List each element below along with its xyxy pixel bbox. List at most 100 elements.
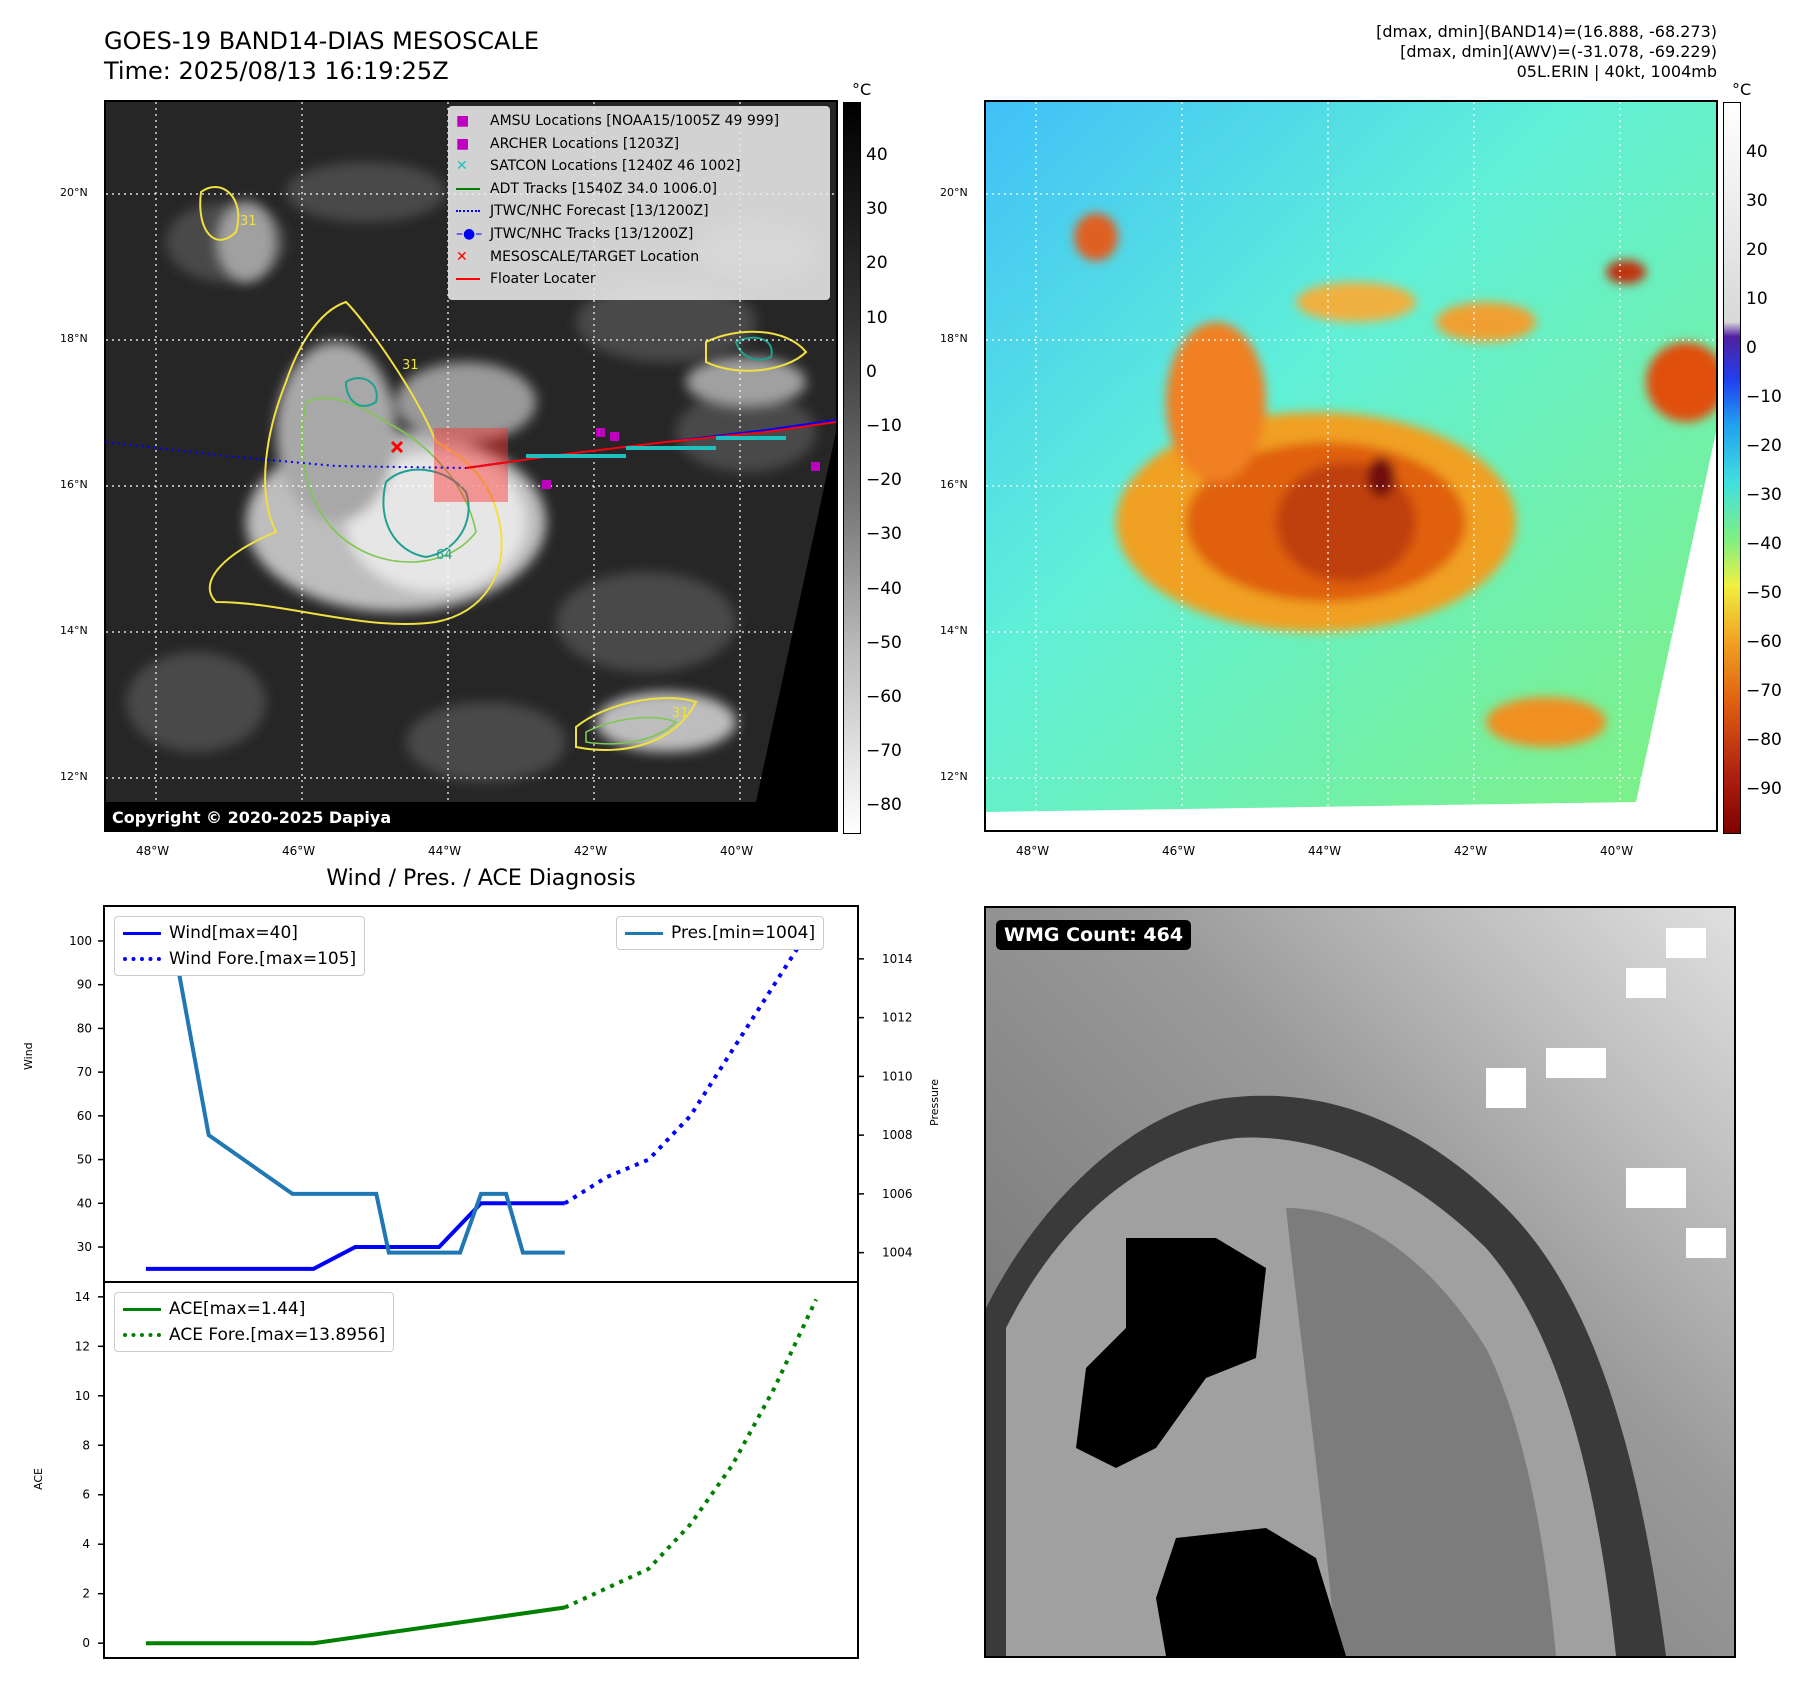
contour-label: 31 <box>402 358 419 373</box>
ace-tick-label: 6 <box>82 1488 90 1502</box>
colorbar-tick-label: 0 <box>1746 338 1757 358</box>
storm-info: [dmax, dmin](BAND14)=(16.888, -68.273) [… <box>1376 22 1717 82</box>
wind-series-line <box>145 1201 565 1271</box>
amsu-archer-points <box>542 428 820 489</box>
legend-ace: ACE[max=1.44] <box>123 1296 385 1322</box>
floater-locater-line <box>465 421 836 469</box>
colorbar-tick-label: 10 <box>1746 289 1768 309</box>
lat-label: 16°N <box>940 478 968 491</box>
wmg-inner-band <box>1286 1208 1556 1656</box>
wind-tick-label: 60 <box>77 1109 92 1123</box>
forecast-track <box>106 441 467 469</box>
colorbar-tick-label: 20 <box>866 253 888 274</box>
ace-tick-label: 0 <box>82 1636 90 1650</box>
colorbar-tick-label: 0 <box>866 361 877 382</box>
color-map-panel <box>984 100 1718 832</box>
legend-wind: Wind[max=40] <box>123 920 356 946</box>
info-awv-range: [dmax, dmin](AWV)=(-31.078, -69.229) <box>1400 42 1717 61</box>
contour-31-lines <box>199 186 808 751</box>
mesoscale-x-marker <box>390 440 404 454</box>
colorbar-tick-label: −60 <box>1746 632 1782 652</box>
lon-label: 40°W <box>1600 844 1634 858</box>
lat-label: 14°N <box>60 624 88 637</box>
legend-item-jtwc: –●– JTWC/NHC Tracks [13/1200Z] <box>456 225 694 242</box>
pressure-tick-label: 1008 <box>882 1128 913 1142</box>
colorbar-rainbow <box>1723 102 1741 834</box>
legend-item-target: ✕ MESOSCALE/TARGET Location <box>456 248 700 265</box>
lat-label: 14°N <box>940 624 968 637</box>
wind-tick-label: 90 <box>77 978 92 992</box>
pressure-tick-label: 1004 <box>882 1246 913 1260</box>
copyright-badge: Copyright © 2020-2025 Dapiya <box>106 805 398 830</box>
colorbar-tick-label: −10 <box>866 416 902 436</box>
colorbar-tick-label: −50 <box>1746 583 1782 603</box>
color-map-canvas <box>986 102 1716 830</box>
lat-label: 18°N <box>940 332 968 345</box>
ace-tick-label: 8 <box>82 1438 90 1452</box>
contour-label: 64 <box>436 548 453 563</box>
ace-series-line <box>145 1605 566 1646</box>
legend-item-forecast: JTWC/NHC Forecast [13/1200Z] <box>456 200 830 223</box>
satcon-points <box>526 436 786 458</box>
lat-label: 16°N <box>60 478 88 491</box>
colorbar-tick-label: −80 <box>866 795 902 816</box>
contour-label: 31 <box>672 706 689 721</box>
colorbar-tick-label: −90 <box>1746 779 1782 799</box>
legend-item-amsu: ■ AMSU Locations [NOAA15/1005Z 49 999] <box>456 113 780 129</box>
wmg-count-badge: WMG Count: 464 <box>996 920 1192 950</box>
pressure-tick-label: 1006 <box>882 1187 913 1201</box>
info-storm-status: 05L.ERIN | 40kt, 1004mb <box>1516 62 1717 81</box>
ace-tick-label: 4 <box>82 1537 90 1551</box>
legend-item-satcon: ✕ SATCON Locations [1240Z 46 1002] <box>456 158 741 175</box>
lon-label: 44°W <box>1308 844 1342 858</box>
wind-forecast-series-line <box>563 918 818 1205</box>
colorbar-tick-label: −30 <box>866 524 902 545</box>
contour-label: 31 <box>240 214 257 229</box>
lon-label: 44°W <box>428 844 462 858</box>
colorbar-tick-label: −50 <box>866 632 902 653</box>
map-legend: ■ AMSU Locations [NOAA15/1005Z 49 999] ■ A… <box>448 106 830 300</box>
colorbar-grayscale <box>843 102 861 834</box>
legend-ace-forecast: ACE Fore.[max=13.8956] <box>123 1322 385 1348</box>
pressure-tick-label: 1014 <box>882 952 913 966</box>
colorbar-tick-label: 20 <box>1746 240 1768 260</box>
ace-tick-label: 12 <box>75 1339 90 1353</box>
legend-pressure: Pres.[min=1004] <box>625 920 815 946</box>
colorbar-tick-label: −80 <box>1746 730 1782 750</box>
legend-item-archer: ■ ARCHER Locations [1203Z] <box>456 135 680 152</box>
legend-item-adt: ADT Tracks [1540Z 34.0 1006.0] <box>456 178 830 201</box>
wind-tick-label: 40 <box>77 1196 92 1210</box>
cold-cloud-tops <box>1074 213 1716 747</box>
legend-item-floater: Floater Locater <box>456 268 830 291</box>
ace-tick-label: 10 <box>75 1389 90 1403</box>
wmg-canvas <box>986 908 1734 1656</box>
colorbar-tick-label: 40 <box>866 145 888 165</box>
ir-map-panel: 31 31 31 64 ■ AMSU Locations [NOAA15/1005… <box>104 100 838 832</box>
lat-label: 12°N <box>940 770 968 783</box>
convective-core <box>216 202 806 752</box>
diagnosis-title: Wind / Pres. / ACE Diagnosis <box>326 866 636 891</box>
colorbar-tick-label: −40 <box>866 578 902 599</box>
lon-label: 40°W <box>720 844 754 858</box>
ace-tick-label: 14 <box>75 1290 90 1304</box>
colorbar-tick-label: 30 <box>1746 191 1768 211</box>
pressure-tick-label: 1012 <box>882 1011 913 1025</box>
lon-label: 48°W <box>136 844 170 858</box>
pressure-legend: Pres.[min=1004] <box>616 916 825 950</box>
pressure-tick-label: 1010 <box>882 1069 913 1083</box>
lat-label: 20°N <box>940 186 968 199</box>
diagnosis-chart: 1009080706050403010141012101010081006100… <box>69 905 913 1659</box>
wind-tick-label: 70 <box>77 1065 92 1079</box>
ace-axes-frame <box>103 1281 859 1659</box>
lon-label: 46°W <box>1162 844 1196 858</box>
wind-tick-label: 100 <box>69 934 92 948</box>
colorbar-tick-label: −60 <box>866 687 902 707</box>
wind-legend: Wind[max=40] Wind Fore.[max=105] <box>114 916 366 976</box>
colorbar-tick-label: −70 <box>1746 681 1782 701</box>
lon-label: 42°W <box>574 844 608 858</box>
map2-gridlines <box>986 102 1716 830</box>
wmg-black-region <box>1156 1528 1346 1656</box>
colorbar-tick-label: −70 <box>866 741 902 762</box>
colorbar-tick-label: −40 <box>1746 534 1782 554</box>
wmg-white-patches <box>1486 928 1726 1258</box>
